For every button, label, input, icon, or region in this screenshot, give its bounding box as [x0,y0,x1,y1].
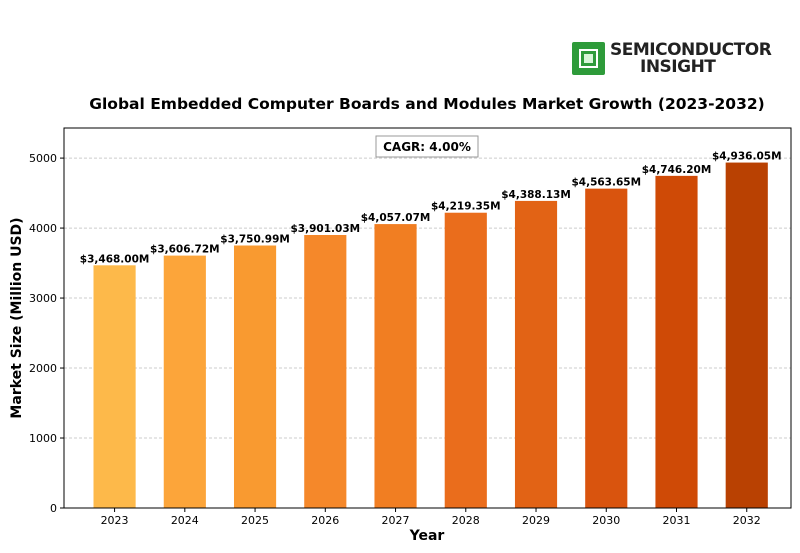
y-axis-ticks: 0 1000 2000 3000 4000 5000 [29,152,64,515]
x-tick-label-2025: 2025 [241,514,269,527]
cagr-annotation-box [375,135,479,158]
x-tick-label-2023: 2023 [101,514,129,527]
y-axis-label: Market Size (Million USD) [9,217,25,418]
bar-2030 [585,188,628,508]
y-tick-label: 0 [50,502,57,515]
cagr-annotation: CAGR: 4.00% [375,135,479,158]
bar-2024 [163,255,206,508]
x-tick-label-2028: 2028 [452,514,480,527]
plot-frame [63,127,792,509]
data-label-2032: $4,936.05M [712,151,782,163]
data-label-2024: $3,606.72M [150,244,220,256]
x-tick-label-2032: 2032 [733,514,761,527]
data-label-2023: $3,468.00M [80,253,150,265]
x-tick-label-2027: 2027 [382,514,410,527]
y-tick-label: 1000 [29,432,57,445]
data-labels: $3,468.00M$3,606.72M$3,750.99M$3,901.03M… [80,151,782,266]
bar-2031 [655,175,698,509]
x-tick-label-2029: 2029 [522,514,550,527]
chip-icon [572,42,605,75]
bar-2025 [233,245,277,508]
chart-title: Global Embedded Computer Boards and Modu… [89,95,764,113]
bars [93,162,768,509]
data-label-2025: $3,750.99M [220,233,290,245]
logo: SEMICONDUCTOR INSIGHT [572,40,772,77]
data-label-2029: $4,388.13M [501,189,571,201]
data-label-2030: $4,563.65M [571,177,641,189]
logo-text-line2: INSIGHT [640,57,716,77]
y-tick-label: 4000 [29,222,57,235]
y-tick-label: 2000 [29,362,57,375]
bar-2029 [514,200,558,508]
bar-2032 [725,162,768,509]
x-tick-label-2030: 2030 [592,514,620,527]
x-axis-ticks: 2023 2024 2025 2026 2027 2028 2029 2030 2031 2032 [101,508,761,527]
y-tick-label: 5000 [29,152,57,165]
x-axis-label: Year [409,528,445,544]
bar-2027 [374,224,417,508]
data-label-2028: $4,219.35M [431,201,501,213]
data-label-2031: $4,746.20M [642,164,712,176]
bar-2026 [304,234,347,508]
y-tick-label: 3000 [29,292,57,305]
x-tick-label-2031: 2031 [663,514,691,527]
x-tick-label-2026: 2026 [311,514,339,527]
cagr-annotation-text: CAGR: 4.00% [383,140,471,154]
x-tick-label-2024: 2024 [171,514,199,527]
bar-2023 [93,265,136,508]
logo-text-line1: SEMICONDUCTOR [610,40,772,60]
data-label-2026: $3,901.03M [291,223,361,235]
bar-2028 [444,212,487,508]
data-label-2027: $4,057.07M [361,212,431,224]
